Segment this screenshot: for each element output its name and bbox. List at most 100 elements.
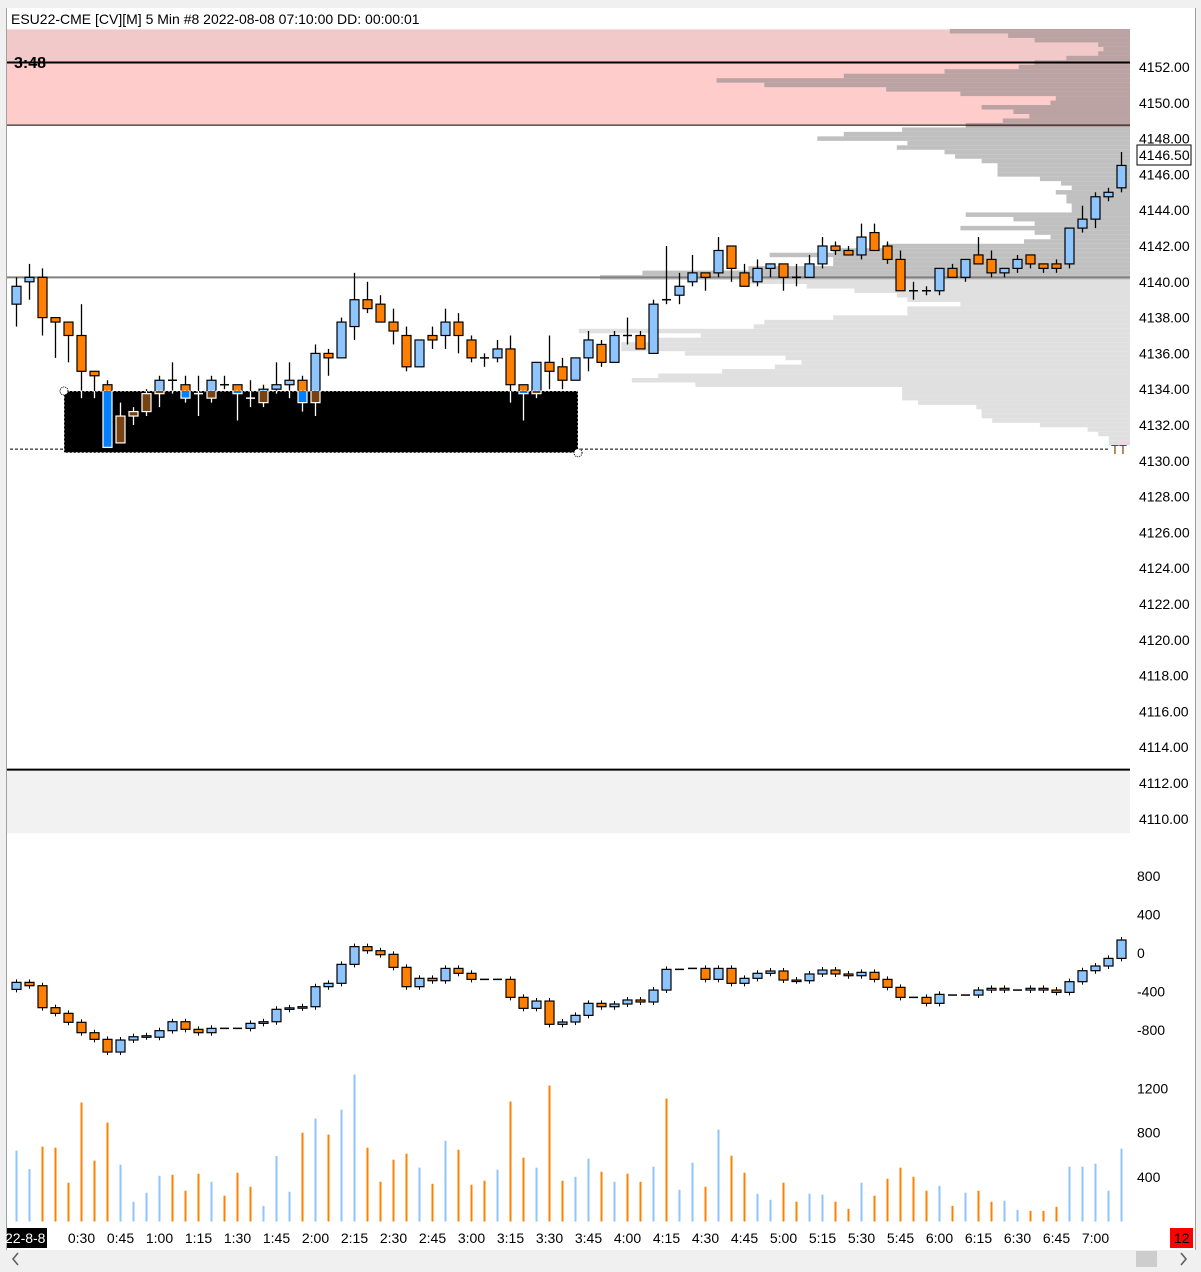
volume-bar xyxy=(743,1172,746,1222)
scrollbar-track[interactable] xyxy=(7,1250,1195,1268)
selection-handle-start[interactable] xyxy=(59,386,69,396)
delta-candle xyxy=(11,981,22,990)
scrollbar-thumb[interactable] xyxy=(1136,1251,1157,1267)
volume-bar xyxy=(847,1208,850,1222)
time-tick-label: 2:45 xyxy=(419,1230,446,1246)
time-tick-label: 2:00 xyxy=(302,1230,329,1246)
candle-body xyxy=(843,249,854,256)
profile-row xyxy=(1108,440,1130,446)
time-tick-label: 7:00 xyxy=(1082,1230,1109,1246)
profile-row xyxy=(1013,109,1130,115)
delta-candle xyxy=(154,1030,165,1038)
delta-candle xyxy=(440,967,451,982)
volume-bar xyxy=(834,1201,837,1222)
delta-candle xyxy=(726,967,737,984)
chevron-left-icon[interactable] xyxy=(11,1252,19,1266)
price-tick-label: 4140.00 xyxy=(1139,274,1190,290)
profile-row xyxy=(1034,37,1130,43)
volume-bar xyxy=(80,1102,83,1222)
candle-body xyxy=(206,390,217,399)
candle-body xyxy=(89,370,100,377)
candle-body xyxy=(310,390,321,404)
candle xyxy=(323,348,334,376)
delta-axis: 800 400 0 -400 -800 xyxy=(1137,868,1165,1038)
delta-tick-label: -800 xyxy=(1137,1022,1165,1038)
volume-bar xyxy=(782,1182,785,1222)
profile-row xyxy=(658,373,1130,379)
price-tick-label: 4148.00 xyxy=(1139,131,1190,147)
cumulative-delta-panel xyxy=(11,937,1127,1056)
profile-row xyxy=(960,225,1130,231)
candle xyxy=(999,267,1010,278)
price-tick-label: 4134.00 xyxy=(1139,381,1190,397)
profile-row xyxy=(684,351,1130,356)
profile-row xyxy=(843,131,1130,137)
profile-row xyxy=(896,292,1130,298)
volume-bar xyxy=(613,1181,616,1222)
candle-body xyxy=(817,245,828,265)
delta-candle xyxy=(921,996,932,1004)
volume-bar xyxy=(15,1150,18,1222)
chart-window xyxy=(7,8,1195,1250)
price-tick-label: 4144.00 xyxy=(1139,202,1190,218)
candle xyxy=(909,281,918,300)
window-left-edge xyxy=(0,8,7,1250)
candle xyxy=(1051,259,1062,273)
candle-body xyxy=(128,410,139,417)
candle-body xyxy=(960,258,971,278)
candle-body xyxy=(115,415,126,444)
volume-bar xyxy=(899,1167,902,1222)
selection-handle-end[interactable] xyxy=(573,448,583,458)
profile-row xyxy=(854,288,1130,294)
time-tick-label: 6:30 xyxy=(1004,1230,1031,1246)
profile-row xyxy=(1087,427,1130,432)
delta-candle xyxy=(375,950,386,956)
candle xyxy=(388,308,399,345)
delta-candle xyxy=(986,987,997,991)
date-label: 22-8-8 xyxy=(5,1230,46,1246)
candle xyxy=(492,339,503,363)
volume-tick-label: 800 xyxy=(1137,1125,1161,1141)
horizontal-scrollbar[interactable] xyxy=(7,1250,1195,1268)
candle xyxy=(1103,187,1114,202)
delta-candle xyxy=(856,971,867,977)
candle xyxy=(349,272,360,340)
candle xyxy=(544,335,555,390)
chevron-right-icon[interactable] xyxy=(1180,1252,1188,1266)
candle xyxy=(297,390,308,412)
candle xyxy=(310,390,321,417)
volume-bar xyxy=(886,1178,889,1222)
profile-row xyxy=(1039,176,1130,182)
time-axis[interactable]: 0:30 0:45 1:00 1:15 1:30 1:45 2:00 2:15 2:30 2:45… xyxy=(68,1230,1109,1246)
candle xyxy=(1116,152,1127,193)
candle xyxy=(609,331,620,363)
price-axis[interactable]: 4152.00 4150.00 4148.00 4146.00 4144.00 4142.… xyxy=(1139,59,1190,827)
selection-rect[interactable] xyxy=(63,390,579,454)
volume-bar xyxy=(431,1183,434,1222)
volume-bar xyxy=(418,1167,421,1222)
delta-candle xyxy=(999,987,1010,991)
candle xyxy=(168,362,177,394)
bar-countdown: 12 xyxy=(1174,1230,1190,1246)
candle-body xyxy=(492,348,503,359)
candle xyxy=(869,223,880,252)
volume-bar xyxy=(1055,1206,1058,1222)
profile-row xyxy=(960,301,1130,307)
profile-row xyxy=(1008,33,1130,38)
delta-candle xyxy=(778,970,789,981)
profile-row xyxy=(1103,46,1130,52)
profile-row xyxy=(621,342,1130,347)
selection-box[interactable] xyxy=(63,390,579,454)
candle xyxy=(623,317,632,345)
profile-row xyxy=(1071,203,1130,208)
candle-body xyxy=(336,321,347,359)
selection-handles[interactable] xyxy=(59,386,583,458)
profile-row xyxy=(843,73,1130,79)
candle xyxy=(194,390,203,417)
profile-row xyxy=(785,355,1130,361)
volume-bar xyxy=(1094,1163,1097,1222)
delta-candle xyxy=(89,1032,100,1040)
candle xyxy=(427,326,438,349)
candle-body xyxy=(37,276,48,319)
